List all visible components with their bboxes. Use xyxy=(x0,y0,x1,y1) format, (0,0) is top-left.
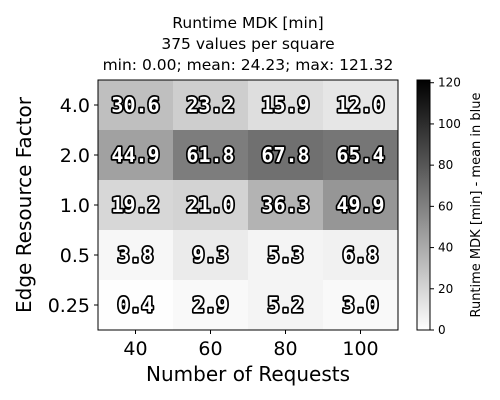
cell-value-label: 36.3 xyxy=(261,193,309,217)
heatmap-cell xyxy=(98,280,174,331)
colorbar-tick-label: 40 xyxy=(438,241,453,255)
cell-value-label: 5.3 xyxy=(267,243,303,267)
heatmap-cell xyxy=(248,80,324,131)
heatmap-cell xyxy=(323,130,399,181)
heatmap-cell xyxy=(173,130,249,181)
heatmap-cell xyxy=(323,230,399,281)
colorbar-ticks: 0 20 40 60 80 100 120 xyxy=(430,76,461,337)
cell-value-label: 65.4 xyxy=(336,143,384,167)
colorbar-tick-label: 120 xyxy=(438,76,461,90)
heatmap-cell xyxy=(173,230,249,281)
x-axis-label: Number of Requests xyxy=(146,362,350,386)
cell-value-label: 15.9 xyxy=(261,93,309,117)
cell-value-label: 23.2 xyxy=(186,93,234,117)
colorbar-label: Runtime MDK [min] - mean in blue xyxy=(469,92,484,317)
cell-value-label: 61.8 xyxy=(186,143,234,167)
cell-value-label: 6.8 xyxy=(342,243,378,267)
heatmap-cell xyxy=(98,230,174,281)
colorbar xyxy=(416,79,431,331)
x-axis-ticks: 40 60 80 100 xyxy=(123,330,379,360)
heatmap-cell xyxy=(98,80,174,131)
heatmap-cell xyxy=(248,230,324,281)
cell-value-label: 19.2 xyxy=(111,193,159,217)
y-axis-ticks: 4.0 2.0 1.0 0.5 0.25 xyxy=(48,95,98,317)
cell-value-label: 67.8 xyxy=(261,143,309,167)
y-tick-label: 4.0 xyxy=(60,95,90,117)
cell-value-label: 0.4 xyxy=(117,293,153,317)
colorbar-tick-label: 80 xyxy=(438,158,453,172)
heatmap-cell xyxy=(98,180,174,231)
y-tick-label: 1.0 xyxy=(60,195,90,217)
heatmap-cells xyxy=(98,80,399,331)
y-tick-label: 0.25 xyxy=(48,295,90,317)
y-tick-label: 0.5 xyxy=(60,245,90,267)
cell-value-label: 49.9 xyxy=(336,193,384,217)
y-axis-label: Edge Resource Factor xyxy=(12,96,36,313)
x-tick-label: 100 xyxy=(342,338,378,360)
y-tick-label: 2.0 xyxy=(60,145,90,167)
cell-value-label: 21.0 xyxy=(186,193,234,217)
cell-value-label: 44.9 xyxy=(111,143,159,167)
cell-value-label: 12.0 xyxy=(336,93,384,117)
chart-subtitle-line-2: min: 0.00; mean: 24.23; max: 121.32 xyxy=(103,56,394,74)
heatmap-cell xyxy=(248,180,324,231)
heatmap-cell xyxy=(323,280,399,331)
heatmap-cell xyxy=(323,180,399,231)
colorbar-tick-label: 0 xyxy=(438,323,446,337)
cell-value-label: 3.0 xyxy=(342,293,378,317)
heatmap-cell xyxy=(173,180,249,231)
cell-labels: 30.6 23.2 15.9 12.0 44.9 61.8 67.8 65.4 19.2 21.0… xyxy=(110,91,387,318)
cell-value-label: 30.6 xyxy=(111,93,159,117)
heatmap-cell xyxy=(248,130,324,181)
heatmap-cell xyxy=(173,80,249,131)
cell-value-label: 9.3 xyxy=(192,243,228,267)
heatmap-cell xyxy=(323,80,399,131)
cell-value-label: 2.9 xyxy=(192,293,228,317)
cell-value-label: 3.8 xyxy=(117,243,153,267)
chart-subtitle-line-1: 375 values per square xyxy=(161,35,334,53)
x-tick-label: 80 xyxy=(273,338,297,360)
cell-value-label: 5.2 xyxy=(267,293,303,317)
colorbar-tick-label: 20 xyxy=(438,282,453,296)
x-tick-label: 60 xyxy=(198,338,222,360)
colorbar-tick-label: 100 xyxy=(438,117,461,131)
heatmap-cell xyxy=(173,280,249,331)
chart-title: Runtime MDK [min] xyxy=(172,14,323,32)
x-tick-label: 40 xyxy=(123,338,147,360)
colorbar-tick-label: 60 xyxy=(438,199,453,213)
heatmap-cell xyxy=(248,280,324,331)
heatmap-cell xyxy=(98,130,174,181)
